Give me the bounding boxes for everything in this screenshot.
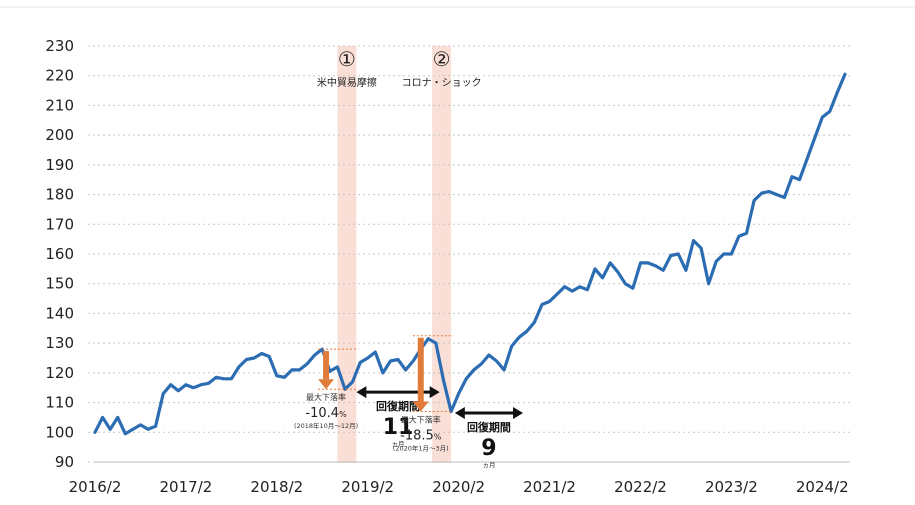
event-1-drop-value-unit: % (339, 410, 347, 419)
gridlines (88, 45, 850, 463)
y-tick-label: 200 (45, 126, 74, 144)
x-tick-label: 2019/2 (341, 478, 394, 496)
event-2-recovery-arrow-right (513, 406, 524, 419)
y-tick-label: 130 (45, 334, 74, 352)
event-2-drop-arrow-head (412, 401, 429, 412)
event-1-drop-label: 最大下落率 (306, 392, 346, 402)
x-tick-label: 2020/2 (432, 478, 485, 496)
event-1-recovery-label: 回復期間 (376, 399, 420, 413)
y-tick-label: 150 (45, 275, 74, 293)
event-2-drop-period: (2020年1月〜3月) (393, 443, 449, 452)
x-tick-label: 2021/2 (523, 478, 576, 496)
y-tick-label: 100 (45, 423, 74, 441)
event-2-drop-value: -18.5% (400, 428, 442, 443)
y-tick-label: 220 (45, 67, 74, 85)
event-2-drop-label: 最大下落率 (401, 414, 441, 424)
event-1-drop-arrow-head (318, 379, 335, 390)
event-1-drop-period: (2018年10月〜12月) (294, 421, 358, 430)
event-1-recovery-unit: ヵ月 (392, 440, 405, 448)
series-layer (93, 72, 847, 436)
y-tick-label: 160 (45, 245, 74, 263)
y-tick-label: 170 (45, 215, 74, 233)
event-2-drop-value-unit: % (434, 432, 442, 441)
y-tick-label: 190 (45, 156, 74, 174)
event-2-recovery-label: 回復期間 (467, 420, 511, 434)
event-2-name: コロナ・ショック (402, 77, 482, 89)
event-shade-1 (337, 46, 357, 463)
y-tick-label: 90 (55, 453, 74, 471)
x-tick-label: 2023/2 (705, 478, 758, 496)
annotations: ①米中貿易摩擦最大下落率-10.4%(2018年10月〜12月)回復期間11ヵ月… (294, 47, 524, 469)
y-tick-label: 230 (45, 37, 74, 55)
y-tick-label: 120 (45, 364, 74, 382)
x-tick-label: 2024/2 (796, 478, 849, 496)
event-1-number: ① (338, 47, 356, 71)
event-1-recovery-arrow-left (356, 386, 367, 399)
y-tick-label: 140 (45, 304, 74, 322)
x-tick-label: 2017/2 (160, 478, 213, 496)
x-tick-label: 2016/2 (69, 478, 122, 496)
event-2-recovery-arrow-left (454, 406, 465, 419)
event-shades (337, 46, 452, 463)
y-tick-label: 180 (45, 186, 74, 204)
event-1-name: 米中貿易摩擦 (317, 76, 377, 89)
y-axis: 90 100 110 120 130 140 150 160 170 180 190 200 210 22… (45, 37, 74, 471)
event-2-recovery-unit: ヵ月 (482, 461, 495, 469)
series-line (93, 72, 847, 436)
event-2-drop-value-number: -18.5 (400, 428, 434, 443)
x-axis: 2016/2 2017/2 2018/2 2019/2 2020/2 2021/2 2022… (69, 461, 850, 496)
event-2-drop-arrow-shaft (417, 337, 424, 402)
event-2-number: ② (433, 47, 451, 71)
x-tick-label: 2022/2 (614, 478, 667, 496)
event-1-drop-arrow-shaft (323, 351, 330, 380)
y-tick-label: 210 (45, 96, 74, 114)
event-1-recovery-arrow-right (429, 386, 440, 399)
event-2-recovery-value: 9 (481, 436, 496, 461)
event-1-recovery-value: 11 (383, 415, 414, 440)
x-tick-label: 2018/2 (250, 478, 303, 496)
event-1-drop-value-number: -10.4 (305, 406, 339, 421)
event-1-drop-value: -10.4% (305, 406, 347, 421)
event-shade-2 (432, 46, 452, 463)
y-tick-label: 110 (45, 394, 74, 412)
